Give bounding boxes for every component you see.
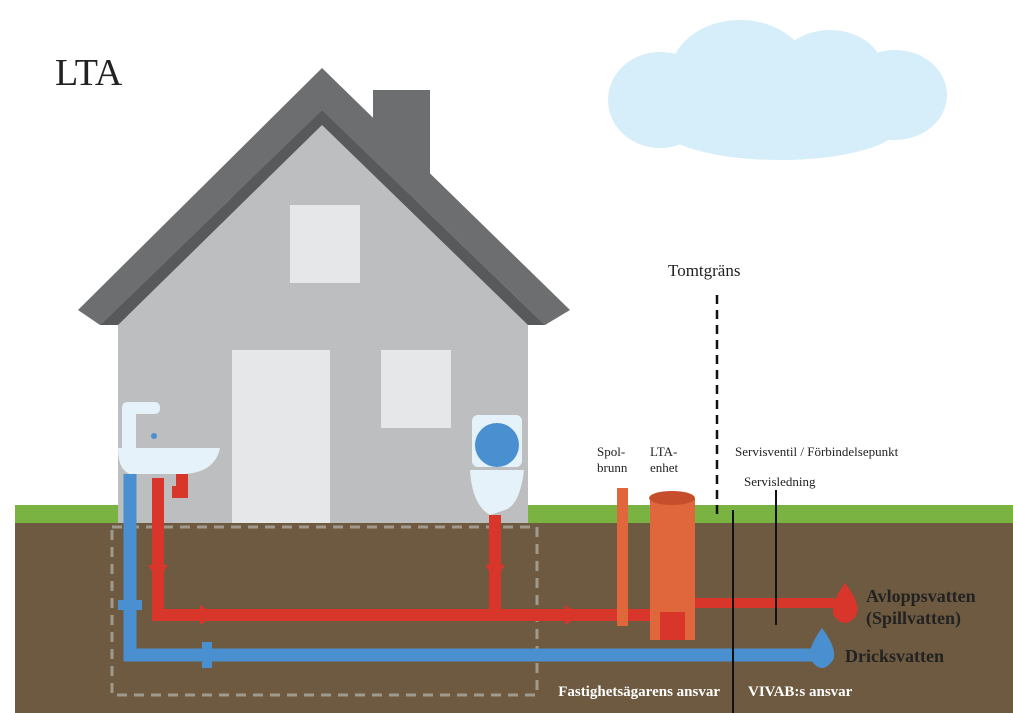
cloud: [608, 20, 947, 160]
flow-arrows: [148, 565, 580, 625]
faucet-spout: [122, 402, 160, 414]
label: brunn: [597, 460, 628, 475]
label: Avloppsvatten: [866, 586, 976, 606]
water-drop: [809, 628, 835, 668]
sink: [118, 448, 220, 474]
lta-pump: [660, 612, 685, 640]
pipe-joint: [202, 642, 212, 668]
door: [232, 350, 330, 523]
drop: [151, 433, 157, 439]
label: enhet: [650, 460, 679, 475]
sewage-drop: [832, 583, 858, 623]
pipe-joint: [118, 600, 142, 610]
faucet: [122, 410, 136, 450]
label: Spol-: [597, 444, 625, 459]
label: VIVAB:s ansvar: [748, 684, 853, 700]
lta-top: [649, 491, 695, 505]
label: LTA-: [650, 444, 677, 459]
window: [381, 350, 451, 428]
label: Dricksvatten: [845, 646, 944, 666]
toilet-bowl: [470, 470, 524, 515]
toilet-lid: [475, 423, 519, 467]
title: LTA: [55, 52, 123, 94]
label: Servisventil / Förbindelsepunkt: [735, 444, 899, 459]
property-boundary-box: [110, 525, 539, 697]
flushing-well: [617, 488, 628, 626]
window: [290, 205, 360, 283]
label: Tomtgräns: [668, 261, 740, 280]
label: Servisledning: [744, 474, 816, 489]
label: Fastighetsägarens ansvar: [558, 684, 720, 700]
roof: [78, 68, 570, 325]
label: (Spillvatten): [866, 608, 961, 629]
water-pipe: [123, 474, 815, 662]
sewer-pipe: [152, 474, 650, 621]
